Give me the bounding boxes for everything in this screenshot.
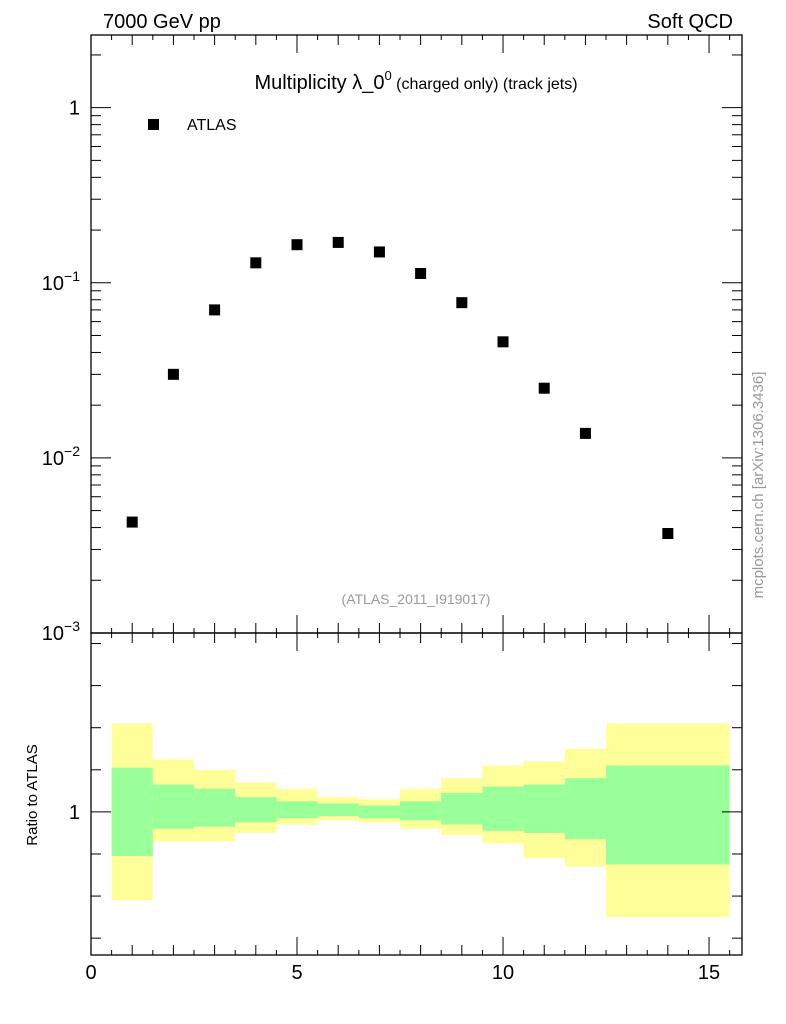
data-point-2: [209, 304, 221, 316]
ratio-band-inner-2: [194, 788, 236, 827]
ratio-band-inner-10: [523, 784, 565, 833]
ratio-bands: [111, 723, 730, 918]
y-tick-label-2: 10−2: [42, 443, 80, 470]
y-tick-label-0: 1: [69, 98, 80, 120]
chart-title-main: Multiplicity λ_0: [254, 72, 384, 94]
y-tick-label-3: 10−3: [42, 618, 80, 645]
ratio-y-ticks: 1: [69, 643, 742, 939]
ratio-band-inner-3: [235, 797, 277, 823]
ratio-band-inner-0: [111, 767, 153, 857]
legend-marker: [148, 119, 159, 130]
data-point-4: [291, 239, 303, 251]
ratio-y-tick-label-0: 1: [69, 802, 80, 824]
data-point-0: [126, 516, 138, 528]
header-right: Soft QCD: [647, 11, 733, 33]
ratio-band-inner-9: [482, 786, 524, 831]
main-y-ticks: 1 10−1 10−2 10−3: [42, 54, 742, 645]
ratio-band-inner-8: [441, 792, 483, 825]
ratio-ylabel: Ratio to ATLAS: [24, 744, 41, 845]
ratio-band-inner-12: [606, 765, 730, 865]
watermark: (ATLAS_2011_I919017): [342, 591, 491, 607]
data-point-12: [662, 528, 674, 540]
data-point-11: [579, 427, 591, 439]
legend-label: ATLAS: [187, 117, 237, 134]
side-label: mcplots.cern.ch [arXiv:1306.3436]: [750, 372, 767, 599]
data-point-7: [415, 267, 427, 279]
data-point-10: [538, 382, 550, 394]
x-tick-label-1: 5: [291, 962, 302, 984]
y-tick-label-1: 10−1: [42, 268, 80, 295]
x-tick-label-3: 15: [698, 962, 720, 984]
chart-title-sup: 0: [384, 68, 391, 83]
x-tick-label-0: 0: [85, 962, 96, 984]
ratio-frame: [90, 632, 743, 956]
ratio-band-inner-5: [317, 803, 359, 817]
chart-title-rest: (charged only) (track jets): [392, 76, 578, 93]
ratio-plot: 1 0 5 10 15 Ratio to ATLAS: [24, 35, 743, 984]
data-point-6: [373, 246, 385, 258]
data-point-9: [497, 336, 509, 348]
data-point-8: [456, 297, 468, 309]
data-point-3: [250, 257, 262, 269]
ratio-band-inner-11: [564, 778, 607, 840]
data-point-1: [167, 368, 179, 380]
ratio-band-inner-1: [152, 784, 195, 829]
main-marks: [126, 236, 674, 540]
x-tick-label-2: 10: [492, 962, 514, 984]
ratio-band-inner-7: [400, 801, 442, 821]
ratio-band-inner-4: [276, 801, 318, 819]
ratio-frame-border: [90, 632, 743, 956]
chart-title: Multiplicity λ_00 (charged only) (track …: [254, 68, 577, 94]
ratio-band-inner-6: [358, 805, 401, 819]
data-point-5: [332, 236, 344, 248]
ratio-x-ticks: 0 5 10 15: [85, 35, 731, 984]
main-plot: 1 10−1 10−2 10−3 Multiplicity λ_00 (charged…: [42, 34, 743, 645]
header-left: 7000 GeV pp: [103, 11, 221, 33]
